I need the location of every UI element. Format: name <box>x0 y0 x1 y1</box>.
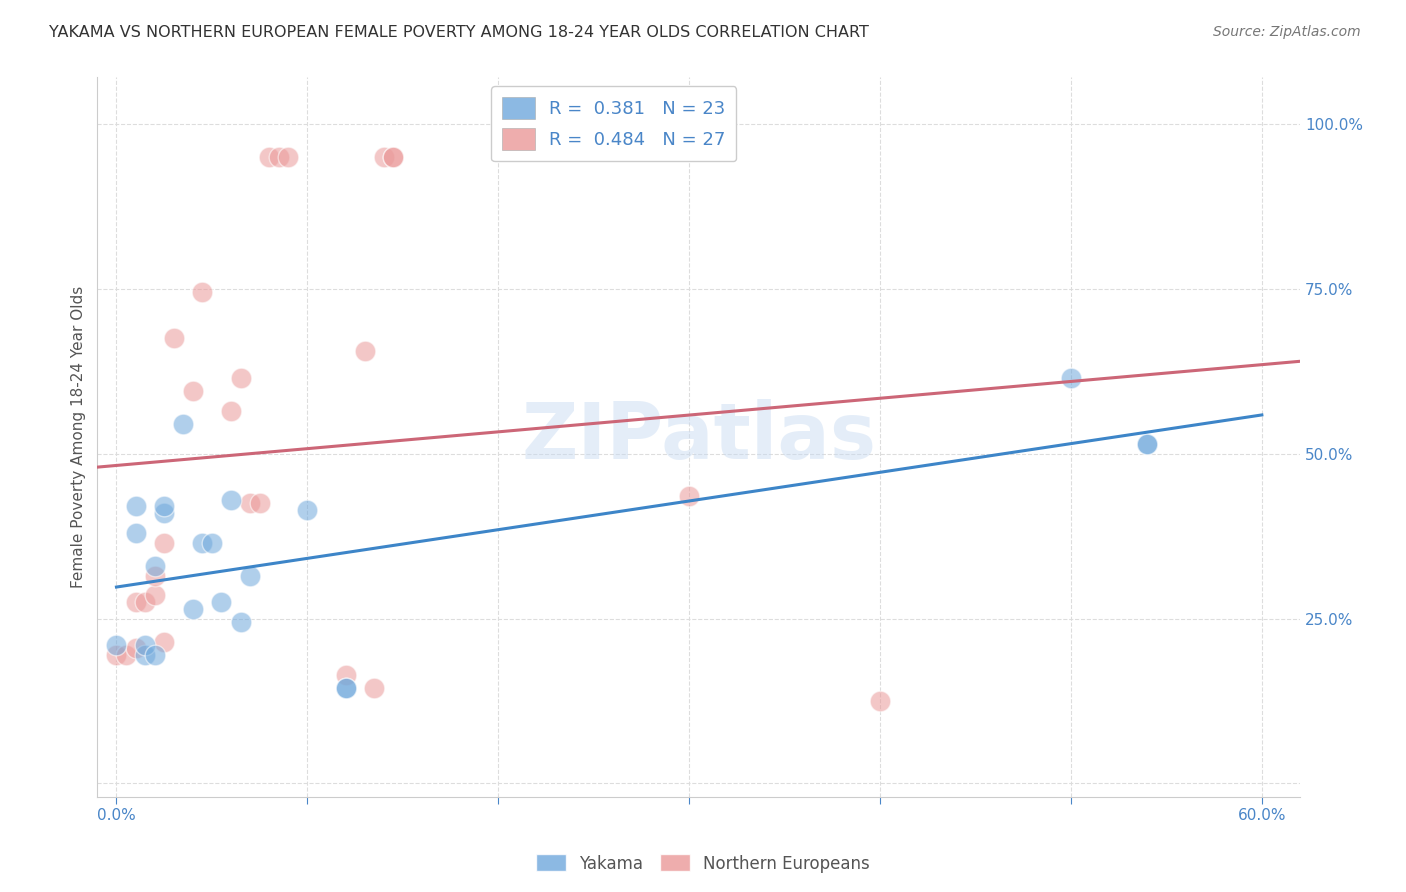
Point <box>219 492 242 507</box>
Point <box>267 150 290 164</box>
Point <box>115 648 138 662</box>
Point <box>143 648 166 662</box>
Point <box>382 150 405 164</box>
Point <box>382 150 405 164</box>
Point <box>277 150 299 164</box>
Text: YAKAMA VS NORTHERN EUROPEAN FEMALE POVERTY AMONG 18-24 YEAR OLDS CORRELATION CHA: YAKAMA VS NORTHERN EUROPEAN FEMALE POVER… <box>49 25 869 40</box>
Point <box>163 331 186 345</box>
Point <box>335 681 357 695</box>
Point <box>209 595 232 609</box>
Point <box>181 601 204 615</box>
Point <box>153 506 176 520</box>
Point <box>124 525 146 540</box>
Point <box>124 500 146 514</box>
Point <box>257 150 280 164</box>
Point <box>229 370 252 384</box>
Point <box>239 568 262 582</box>
Point <box>153 500 176 514</box>
Point <box>172 417 194 431</box>
Point <box>353 344 375 359</box>
Point <box>134 638 156 652</box>
Point <box>373 150 395 164</box>
Point <box>134 595 156 609</box>
Legend: R =  0.381   N = 23, R =  0.484   N = 27: R = 0.381 N = 23, R = 0.484 N = 27 <box>491 87 737 161</box>
Point <box>124 595 146 609</box>
Point <box>297 502 319 516</box>
Point <box>249 496 271 510</box>
Point <box>1136 436 1159 450</box>
Point <box>335 681 357 695</box>
Point <box>181 384 204 398</box>
Point <box>153 634 176 648</box>
Point <box>229 615 252 629</box>
Text: Source: ZipAtlas.com: Source: ZipAtlas.com <box>1213 25 1361 39</box>
Point <box>239 496 262 510</box>
Point <box>124 641 146 656</box>
Point <box>1136 436 1159 450</box>
Point <box>143 589 166 603</box>
Point <box>1060 370 1083 384</box>
Y-axis label: Female Poverty Among 18-24 Year Olds: Female Poverty Among 18-24 Year Olds <box>72 286 86 588</box>
Point <box>191 535 214 549</box>
Legend: Yakama, Northern Europeans: Yakama, Northern Europeans <box>529 847 877 880</box>
Point <box>363 681 385 695</box>
Point <box>105 648 128 662</box>
Text: ZIPatlas: ZIPatlas <box>522 399 876 475</box>
Point <box>191 285 214 299</box>
Point <box>201 535 224 549</box>
Point <box>153 535 176 549</box>
Point <box>335 667 357 681</box>
Point <box>678 490 700 504</box>
Point <box>219 403 242 417</box>
Point <box>143 558 166 573</box>
Point <box>143 568 166 582</box>
Point <box>134 648 156 662</box>
Point <box>869 694 891 708</box>
Point <box>105 638 128 652</box>
